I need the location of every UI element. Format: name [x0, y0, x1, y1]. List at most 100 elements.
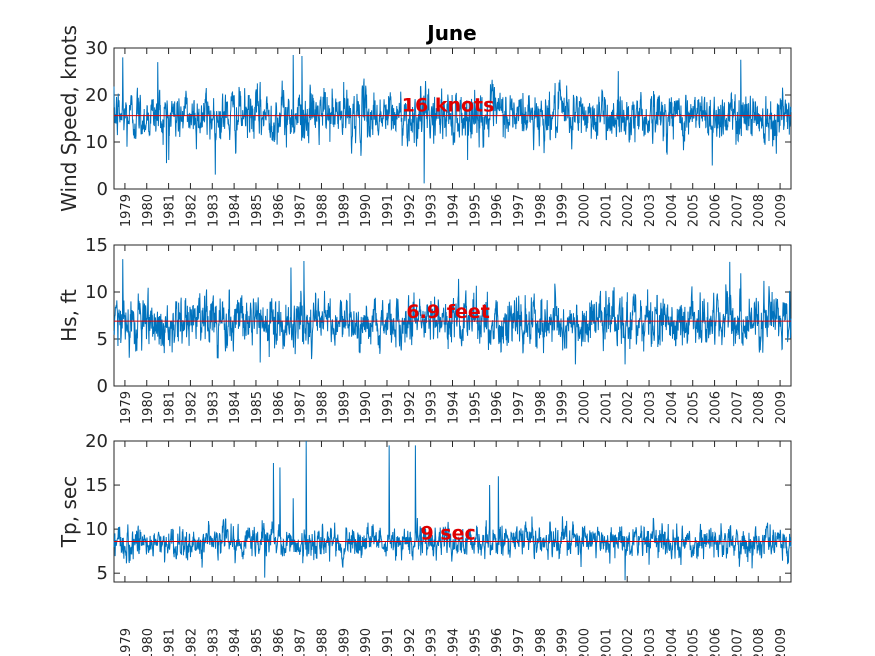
x-tick-label: 2006 [709, 391, 724, 424]
x-tick-label: 1991 [381, 194, 396, 227]
x-tick-label: 2000 [578, 391, 593, 424]
y-tick-label: 10 [85, 132, 108, 153]
mean-annotation-wind: 16 knots [402, 94, 495, 116]
panel-tp: Tp, sec 5 10 15 20 1979 1980 1981 1982 1983 1984… [57, 431, 792, 656]
y-tick-label: 30 [85, 38, 108, 59]
x-tick-label: 2003 [643, 628, 658, 656]
y-tick-label: 5 [97, 329, 108, 350]
x-tick-label: 2004 [665, 628, 680, 656]
x-tick-label: 1989 [337, 391, 352, 424]
x-tick-label: 1980 [141, 194, 156, 227]
x-tick-label: 1981 [163, 628, 178, 656]
x-tick-label: 1983 [206, 391, 221, 424]
y-ticks-wind: 0 10 20 30 [85, 38, 791, 200]
x-tick-label: 1991 [381, 391, 396, 424]
x-tick-label: 1994 [447, 194, 462, 227]
y-tick-label: 20 [85, 431, 108, 452]
x-tick-label: 1992 [403, 391, 418, 424]
x-tick-label: 1993 [425, 628, 440, 656]
x-tick-label: 1992 [403, 628, 418, 656]
y-axis-label-tp: Tp, sec [57, 476, 81, 548]
x-tick-label: 1990 [359, 194, 374, 227]
x-tick-label: 1990 [359, 391, 374, 424]
x-tick-label: 1986 [272, 194, 287, 227]
x-tick-label: 1997 [512, 194, 527, 227]
x-tick-label: 1996 [490, 628, 505, 656]
x-tick-label: 1983 [206, 628, 221, 656]
x-tick-label: 2004 [665, 391, 680, 424]
x-tick-label: 2001 [599, 391, 614, 424]
x-tick-label: 1979 [119, 391, 134, 424]
x-tick-label: 1989 [337, 194, 352, 227]
x-tick-label: 1990 [359, 628, 374, 656]
y-tick-label: 10 [85, 282, 108, 303]
y-tick-label: 0 [97, 179, 108, 200]
x-tick-label: 2008 [752, 194, 767, 227]
mean-annotation-hs: 6.9 feet [406, 301, 489, 323]
series-line-hs [113, 259, 792, 365]
x-tick-label: 1984 [228, 194, 243, 227]
x-tick-label: 1999 [556, 391, 571, 424]
x-tick-label: 2008 [752, 628, 767, 656]
x-tick-label: 1980 [141, 628, 156, 656]
x-tick-label: 1998 [534, 194, 549, 227]
x-tick-label: 1985 [250, 628, 265, 656]
x-tick-label: 1993 [425, 194, 440, 227]
x-tick-label: 2002 [621, 391, 636, 424]
x-tick-label: 1999 [556, 194, 571, 227]
y-axis-label-wind: Wind Speed, knots [57, 25, 81, 212]
x-tick-label: 1994 [447, 628, 462, 656]
x-tick-label: 1987 [294, 628, 309, 656]
x-tick-label: 2007 [730, 391, 745, 424]
x-tick-label: 1992 [403, 194, 418, 227]
x-tick-label: 2006 [709, 628, 724, 656]
x-tick-label: 2007 [730, 628, 745, 656]
x-tick-label: 1986 [272, 391, 287, 424]
x-tick-label: 1980 [141, 391, 156, 424]
axes-box-tp [113, 440, 792, 583]
x-tick-label: 1985 [250, 391, 265, 424]
x-tick-label: 1982 [184, 194, 199, 227]
x-tick-label: 1985 [250, 194, 265, 227]
x-tick-label: 1983 [206, 194, 221, 227]
x-tick-label: 1995 [468, 391, 483, 424]
x-tick-label: 1989 [337, 628, 352, 656]
x-tick-label: 1979 [119, 628, 134, 656]
y-tick-label: 10 [85, 519, 108, 540]
x-ticks-tp: 1979 1980 1981 1982 1983 1984 1985 1986 1987 1988… [119, 441, 789, 656]
x-tick-label: 2003 [643, 391, 658, 424]
x-tick-label: 1996 [490, 194, 505, 227]
x-tick-label: 2005 [687, 391, 702, 424]
series-line-tp [113, 440, 792, 581]
x-tick-label: 1998 [534, 391, 549, 424]
x-tick-label: 2000 [578, 628, 593, 656]
x-tick-label: 1979 [119, 194, 134, 227]
x-tick-label: 1988 [315, 628, 330, 656]
x-tick-label: 2001 [599, 628, 614, 656]
x-tick-label: 2005 [687, 194, 702, 227]
x-tick-label: 1995 [468, 194, 483, 227]
x-ticks-hs: 1979 1980 1981 1982 1983 1984 1985 1986 1987 1988… [119, 245, 789, 424]
x-tick-label: 1988 [315, 194, 330, 227]
x-tick-label: 2000 [578, 194, 593, 227]
x-tick-label: 2006 [709, 194, 724, 227]
x-tick-label: 2008 [752, 391, 767, 424]
x-tick-label: 1997 [512, 628, 527, 656]
x-ticks-wind: 1979 1980 1981 1982 1983 1984 1985 1986 1987 1988… [119, 48, 789, 227]
y-tick-label: 0 [97, 376, 108, 397]
x-tick-label: 2001 [599, 194, 614, 227]
x-tick-label: 2009 [774, 628, 789, 656]
y-tick-label: 20 [85, 85, 108, 106]
x-tick-label: 1998 [534, 628, 549, 656]
x-tick-label: 1997 [512, 391, 527, 424]
y-tick-label: 15 [85, 235, 108, 256]
y-axis-label-hs: Hs, ft [57, 289, 81, 342]
x-tick-label: 2009 [774, 194, 789, 227]
x-tick-label: 1994 [447, 391, 462, 424]
x-tick-label: 1987 [294, 391, 309, 424]
x-tick-label: 2002 [621, 194, 636, 227]
x-tick-label: 1986 [272, 628, 287, 656]
chart-title: June [425, 21, 476, 45]
